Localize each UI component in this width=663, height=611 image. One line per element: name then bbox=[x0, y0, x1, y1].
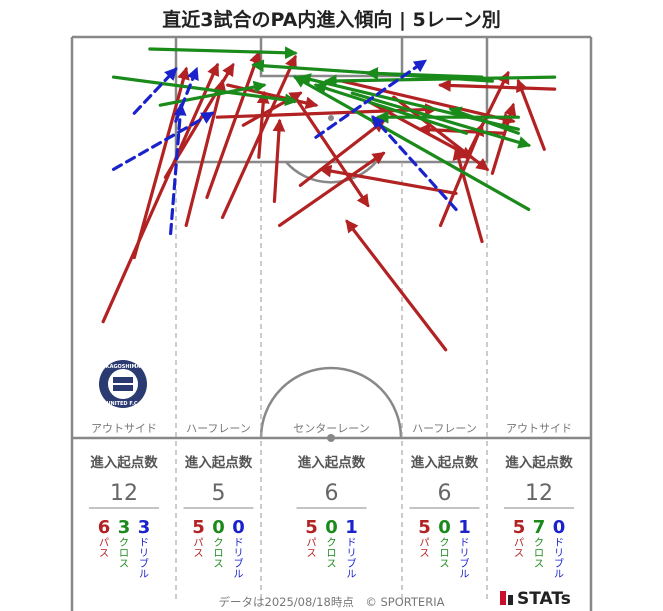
center-spot bbox=[327, 434, 335, 442]
lane-total: 12 bbox=[525, 481, 553, 506]
lane-header: 進入起点数 bbox=[298, 454, 366, 471]
pass-count: 6 bbox=[98, 517, 111, 538]
lane-header: 進入起点数 bbox=[185, 454, 253, 471]
cross-arrow bbox=[313, 82, 469, 135]
pass-count: 5 bbox=[192, 517, 205, 538]
dribble-label: ドリブル bbox=[234, 538, 244, 581]
footer-note: データは2025/08/18時点 © SPORTERIA bbox=[218, 595, 445, 609]
brand-name: STATs bbox=[517, 589, 571, 609]
dribble-label: ドリブル bbox=[554, 538, 564, 581]
lane-name: アウトサイド bbox=[91, 422, 157, 435]
penalty-arc bbox=[285, 161, 377, 184]
pass-count: 5 bbox=[418, 517, 431, 538]
cross-count: 0 bbox=[212, 517, 225, 538]
pass-arrow bbox=[298, 119, 386, 187]
pass-label: パス bbox=[307, 537, 317, 560]
pass-label: パス bbox=[420, 537, 430, 560]
pass-label: パス bbox=[194, 537, 204, 560]
pass-arrow bbox=[452, 146, 484, 244]
lane-header: 進入起点数 bbox=[411, 454, 479, 471]
lane-labels: アウトサイド ハーフレーン センターレーン ハーフレーン アウトサイド bbox=[91, 422, 572, 435]
pass-arrow bbox=[256, 90, 270, 159]
dribble-count: 0 bbox=[553, 517, 566, 538]
pitch-lines bbox=[70, 35, 593, 611]
cross-arrow bbox=[448, 106, 520, 135]
lane-total: 6 bbox=[438, 481, 452, 506]
cross-count: 0 bbox=[325, 517, 338, 538]
pass-count: 5 bbox=[513, 517, 526, 538]
dribble-label: ドリブル bbox=[460, 538, 470, 581]
lane-total: 12 bbox=[110, 481, 138, 506]
penalty-spot bbox=[328, 115, 334, 121]
cross-label: クロス bbox=[119, 537, 129, 570]
cross-count: 0 bbox=[438, 517, 451, 538]
dribble-count: 3 bbox=[138, 517, 151, 538]
pass-arrow bbox=[205, 50, 262, 199]
pass-arrow bbox=[272, 118, 286, 204]
lane-name: センターレーン bbox=[293, 422, 369, 435]
cross-count: 3 bbox=[118, 517, 131, 538]
cross-arrow bbox=[292, 75, 531, 212]
dribble-count: 1 bbox=[345, 517, 358, 538]
pass-arrow bbox=[318, 164, 458, 195]
lane-total: 6 bbox=[325, 481, 339, 506]
pass-arrow bbox=[437, 79, 557, 92]
lane-name: ハーフレーン bbox=[412, 422, 477, 435]
logo-mark2-icon bbox=[508, 595, 513, 605]
pass-label: パス bbox=[514, 537, 524, 560]
dribble-count: 1 bbox=[458, 517, 471, 538]
dribble-arrow bbox=[371, 115, 458, 212]
pass-arrow bbox=[220, 54, 297, 220]
cross-label: クロス bbox=[214, 537, 224, 570]
logo-mark-icon bbox=[500, 591, 506, 605]
dribble-arrow bbox=[314, 59, 428, 139]
pass-arrow bbox=[184, 78, 227, 228]
pass-label: パス bbox=[99, 537, 109, 560]
badge-bottom-text: UNITED F.C. bbox=[107, 401, 140, 407]
lane-stats: 進入起点数126パス3クロス3ドリブル進入起点数55パス0クロス0ドリブル進入起… bbox=[89, 454, 574, 581]
cross-arrow bbox=[148, 46, 298, 60]
pass-count: 5 bbox=[305, 517, 318, 538]
cross-arrow bbox=[350, 91, 532, 149]
pass-arrow bbox=[340, 79, 516, 126]
lane-name: ハーフレーン bbox=[186, 422, 251, 435]
entry-arrows bbox=[101, 46, 557, 352]
dribble-count: 0 bbox=[232, 517, 245, 538]
dribble-label: ドリブル bbox=[139, 538, 149, 581]
dribble-label: ドリブル bbox=[347, 538, 357, 581]
cross-label: クロス bbox=[534, 537, 544, 570]
cross-arrow bbox=[111, 75, 298, 107]
pass-arrow bbox=[101, 62, 220, 324]
stats-logo: STATs bbox=[500, 589, 571, 609]
dribble-arrow bbox=[132, 67, 178, 115]
pass-arrow bbox=[345, 219, 448, 352]
club-badge: KAGOSHIMA UNITED F.C. bbox=[99, 360, 147, 408]
cross-arrow bbox=[251, 59, 494, 83]
pass-arrow bbox=[278, 151, 386, 228]
lane-header: 進入起点数 bbox=[505, 454, 573, 471]
center-circle bbox=[259, 366, 403, 439]
dribble-arrow bbox=[111, 111, 215, 171]
dribble-arrow bbox=[169, 102, 187, 236]
pass-arrow bbox=[132, 66, 190, 260]
cross-label: クロス bbox=[440, 537, 450, 570]
cross-count: 7 bbox=[533, 517, 546, 538]
chart-title: 直近3試合のPA内進入傾向 | 5レーン別 bbox=[162, 9, 501, 31]
lane-total: 5 bbox=[212, 481, 226, 506]
pass-arrow bbox=[516, 78, 546, 151]
lane-name: アウトサイド bbox=[506, 422, 572, 435]
lane-header: 進入起点数 bbox=[90, 454, 158, 471]
pass-arrow bbox=[366, 99, 474, 159]
cross-arrow bbox=[158, 80, 267, 107]
pass-arrow bbox=[438, 122, 485, 228]
badge-top-text: KAGOSHIMA bbox=[106, 364, 141, 370]
cross-label: クロス bbox=[327, 537, 337, 570]
